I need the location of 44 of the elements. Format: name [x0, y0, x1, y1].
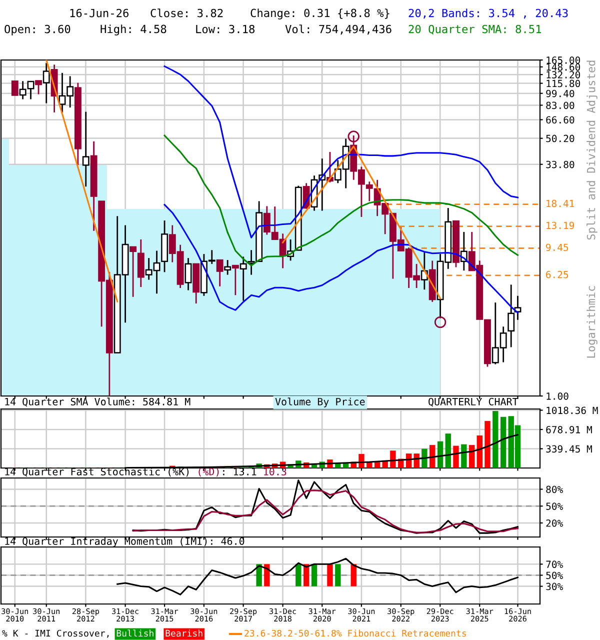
- y-tick-label: 678.91 M: [546, 426, 592, 434]
- text: 20 Quarter SMA: 8.51: [408, 24, 542, 35]
- text: Close: 3.82: [150, 8, 223, 18]
- chart-title: 14 Quarter Intraday Momentum (IMI): 46.0: [5, 537, 244, 547]
- y-tick-label: 148.60: [546, 63, 580, 71]
- y-tick-label: 1018.36 M: [546, 406, 598, 414]
- text: Bearish: [166, 630, 202, 637]
- y-tick-label: 50%: [546, 572, 563, 580]
- y-tick-label: 80%: [546, 486, 563, 494]
- text: % K - IMI Crossover,: [2, 630, 109, 638]
- y-tick-label: 70%: [546, 560, 563, 568]
- text: 16-Jun-26: [70, 8, 128, 18]
- y-tick-label: 83.00: [546, 102, 574, 110]
- ref-line-label: 6.25: [546, 270, 568, 278]
- text: Vol: 754,494,436: [285, 24, 392, 35]
- text: Volume By Price: [275, 398, 365, 408]
- y-tick-label: 339.45 M: [546, 445, 592, 453]
- text: (%D): [198, 468, 219, 477]
- y-tick-label: 50.20: [546, 134, 574, 142]
- text: Logarithmic: [586, 286, 598, 358]
- text: QUARTERLY CHART: [428, 398, 518, 407]
- text: 20,2 Bands: 3.54 , 20.43: [408, 8, 568, 19]
- text: High: 4.58: [100, 24, 166, 36]
- text: Low: 3.18: [196, 24, 254, 34]
- y-tick-label: 33.80: [546, 160, 574, 168]
- y-tick-label: 20%: [546, 519, 563, 527]
- text: Open: 3.60: [4, 24, 70, 36]
- y-tick-label: 1.00: [546, 392, 568, 400]
- text: Change: 0.31 {+8.8 %}: [250, 8, 390, 20]
- text: Split and Dividend Adjusted: [586, 60, 598, 240]
- y-tick-label: 165.00: [546, 56, 580, 64]
- ref-line-label: 18.41: [546, 200, 574, 208]
- y-tick-label: 115.80: [546, 80, 580, 88]
- chart-title: 14 Quarter SMA Volume: 584.81 M: [5, 398, 190, 407]
- y-tick-label: 132.20: [546, 71, 580, 78]
- y-tick-label: 30%: [546, 582, 563, 590]
- legend-label: 23.6-38.2-50-61.8% Fibonacci Retracements: [244, 630, 466, 637]
- text: Bullish: [116, 630, 154, 637]
- y-tick-label: 66.60: [546, 116, 574, 124]
- ref-line-label: 13.19: [546, 222, 574, 230]
- y-tick-label: 99.40: [546, 90, 574, 98]
- ref-line-label: 9.45: [546, 244, 568, 252]
- y-tick-label: 50%: [546, 502, 563, 510]
- annotation: 10.3: [264, 468, 286, 476]
